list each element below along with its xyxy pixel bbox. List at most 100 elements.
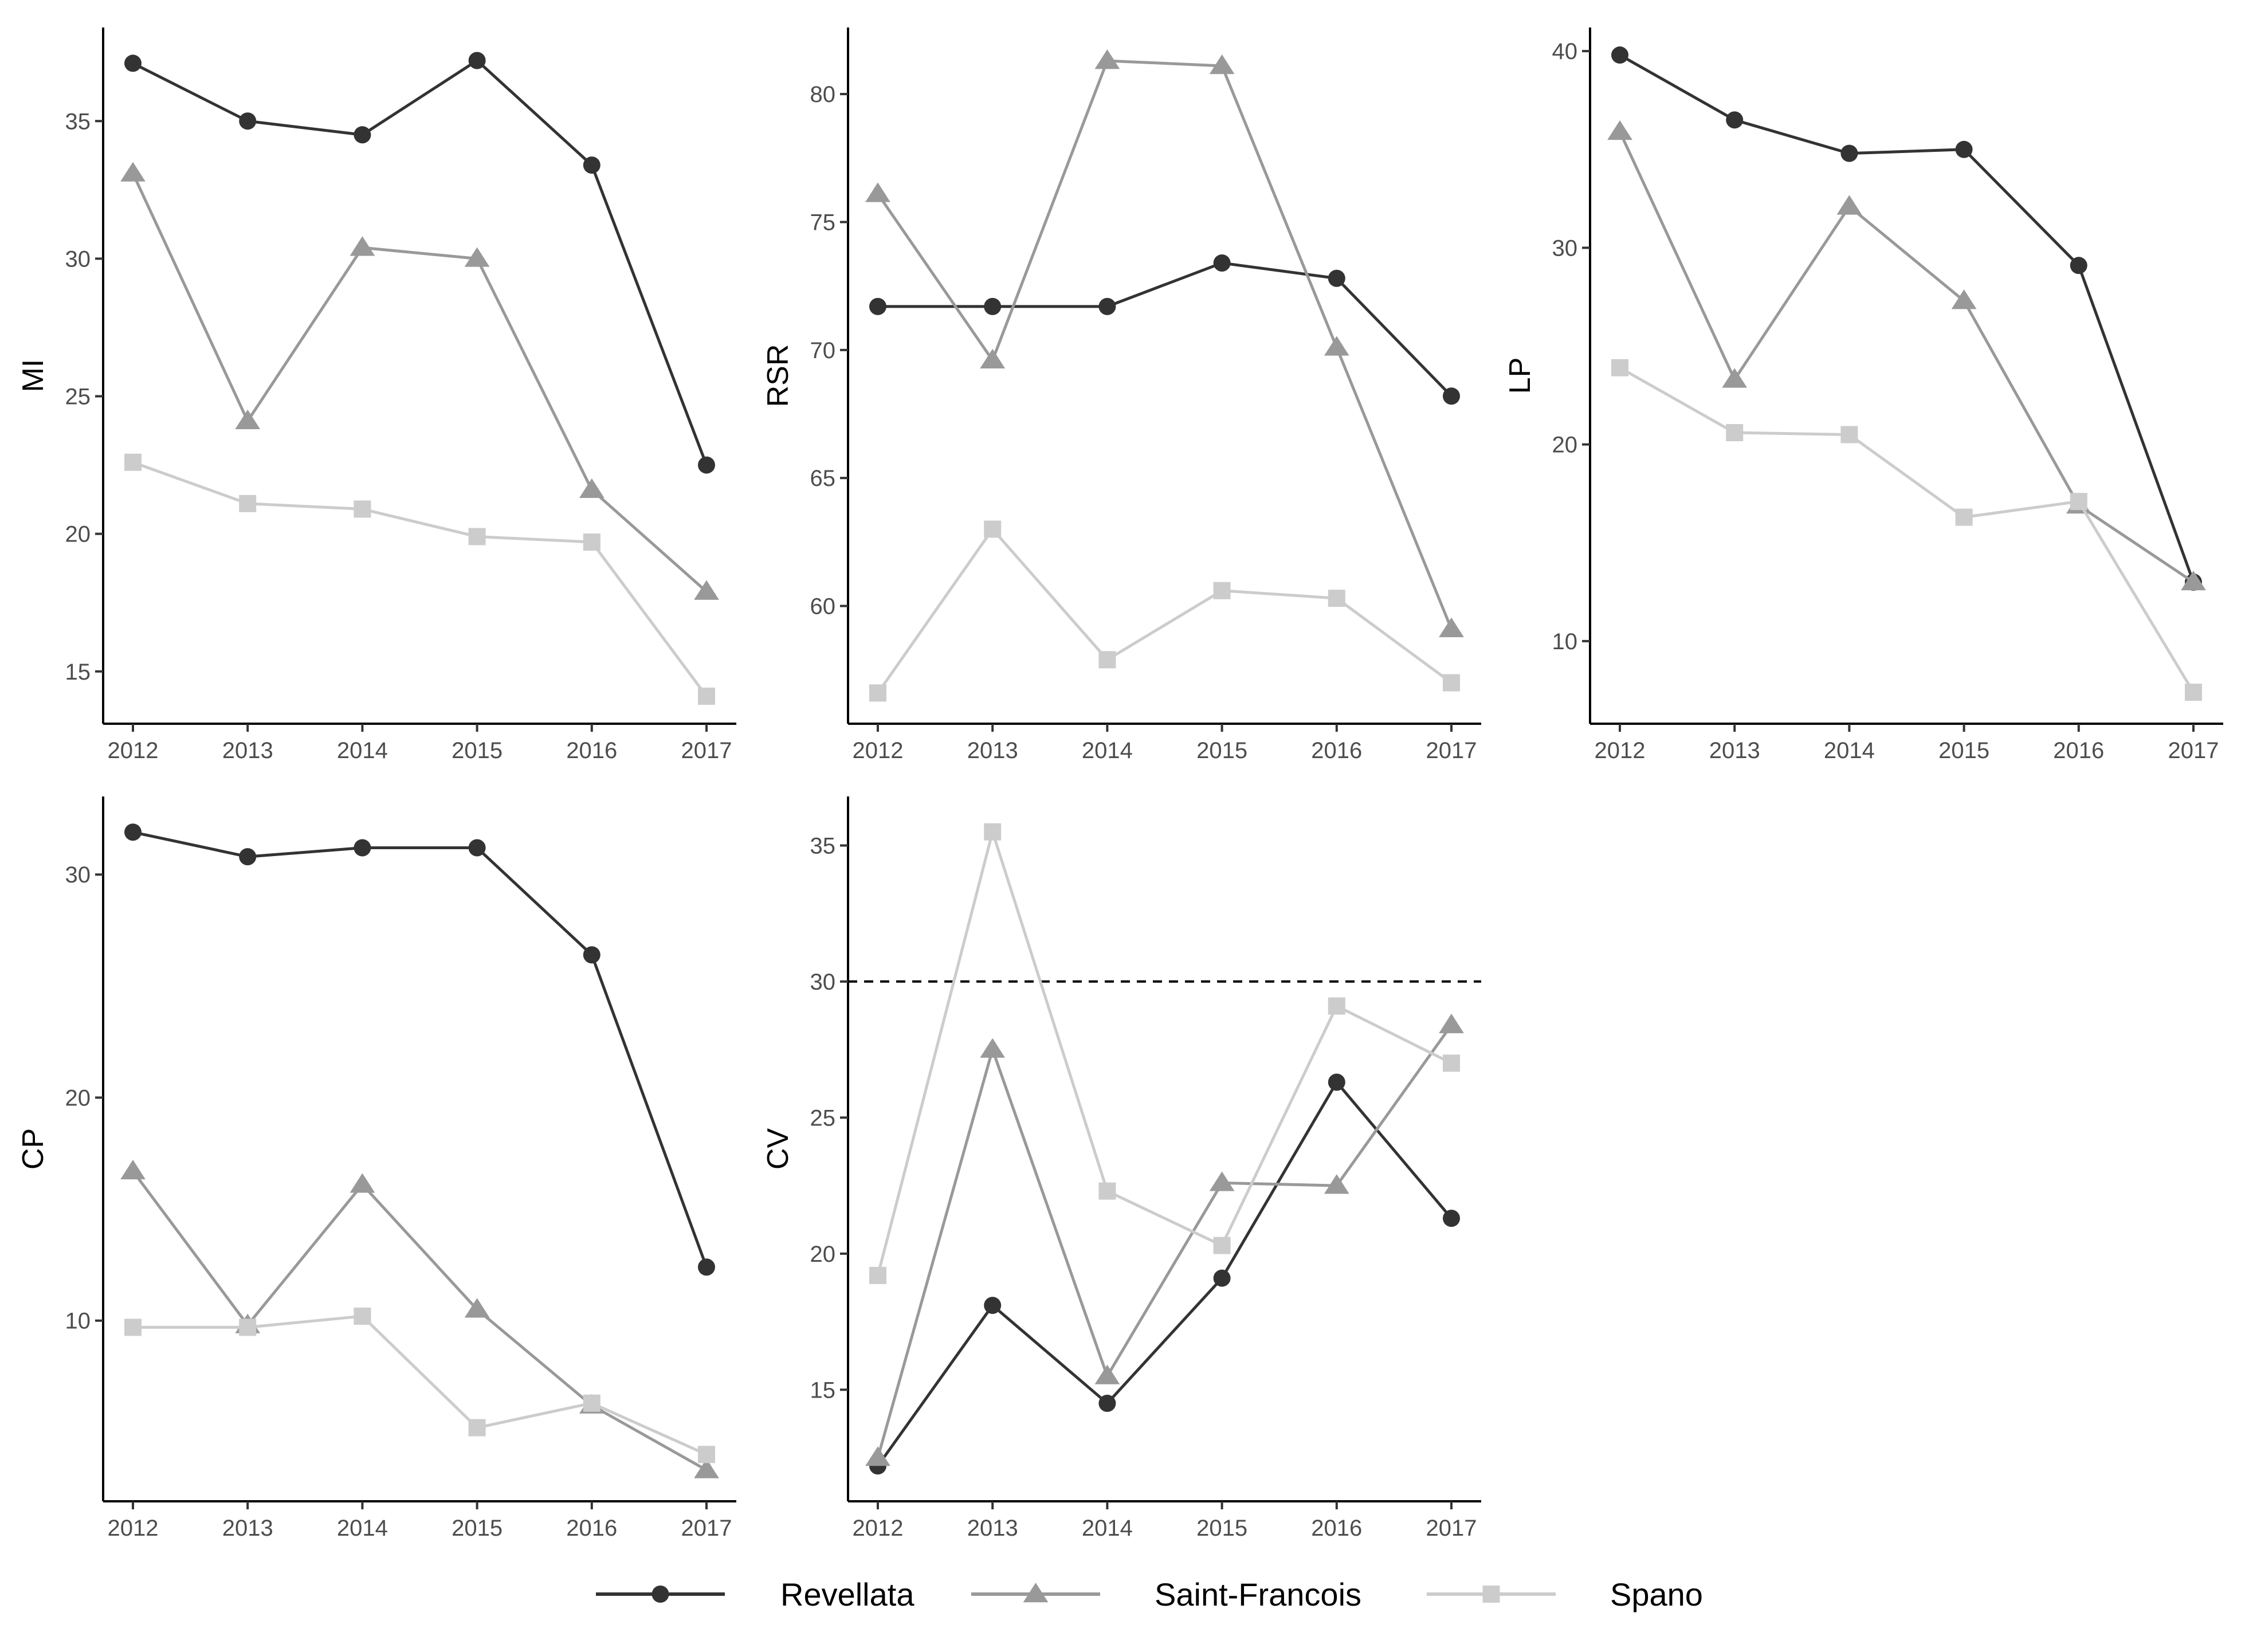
point-saint-francois-2014	[1094, 1364, 1120, 1384]
y-tick-label: 20	[1552, 433, 1578, 458]
point-saint-francois-2012	[1607, 120, 1632, 140]
point-revellata-2015	[1213, 254, 1231, 272]
x-tick-label: 2016	[2053, 738, 2104, 763]
x-tick-label: 2013	[222, 738, 273, 763]
point-saint-francois-2017	[694, 580, 719, 600]
point-revellata-2012	[124, 54, 142, 72]
y-tick-label: 40	[1552, 39, 1578, 64]
point-revellata-2016	[1328, 1073, 1345, 1091]
point-saint-francois-2012	[120, 162, 146, 182]
x-tick-label: 2012	[108, 1516, 159, 1541]
series-line-spano	[876, 528, 1453, 694]
series-line-spano	[1619, 366, 2195, 693]
point-spano-2017	[698, 1446, 715, 1463]
point-saint-francois-2015	[1209, 1171, 1235, 1191]
point-saint-francois-2014	[1094, 49, 1120, 69]
point-saint-francois-2013	[980, 1038, 1006, 1058]
point-revellata-2013	[239, 112, 257, 130]
point-revellata-2015	[1955, 140, 1973, 158]
x-tick-label: 2017	[1426, 1516, 1477, 1541]
point-revellata-2017	[698, 1258, 715, 1276]
point-saint-francois-2015	[1951, 289, 1977, 309]
point-revellata-2016	[1328, 269, 1345, 287]
y-tick-label: 20	[65, 1085, 91, 1111]
series-line-spano	[132, 461, 708, 697]
point-spano-2012	[869, 684, 886, 702]
point-spano-2016	[1328, 997, 1345, 1015]
x-tick-label: 2012	[853, 1516, 904, 1541]
point-saint-francois-2014	[1836, 195, 1862, 215]
point-revellata-2015	[1213, 1269, 1231, 1287]
legend-marker-spano	[1482, 1586, 1500, 1603]
x-tick-label: 2015	[452, 1516, 503, 1541]
point-revellata-2017	[1443, 1210, 1460, 1227]
point-revellata-2013	[984, 297, 1002, 315]
legend-label-saint-francois: Saint-Francois	[1155, 1576, 1361, 1612]
y-tick-label: 60	[810, 594, 836, 619]
series-line-revellata	[132, 830, 708, 1268]
point-revellata-2013	[1726, 111, 1744, 129]
x-tick-label: 2013	[1709, 738, 1760, 763]
y-tick-label: 30	[65, 862, 91, 888]
point-saint-francois-2015	[464, 247, 490, 267]
x-tick-label: 2014	[1082, 738, 1133, 763]
y-tick-label: 30	[810, 970, 836, 995]
point-saint-francois-2016	[1324, 336, 1349, 356]
point-spano-2015	[1213, 582, 1231, 599]
legend-marker-saint-francois	[1023, 1583, 1049, 1603]
x-tick-label: 2017	[681, 738, 732, 763]
series-line-spano	[876, 830, 1453, 1276]
point-spano-2013	[239, 1319, 257, 1336]
series-line-revellata	[878, 261, 1453, 397]
y-tick-label: 10	[65, 1309, 91, 1334]
y-tick-label: 15	[810, 1378, 836, 1403]
y-tick-label: 10	[1552, 629, 1578, 654]
point-revellata-2016	[583, 156, 600, 174]
legend: Revellata Saint-Francois Spano	[596, 1576, 1703, 1612]
point-spano-2012	[869, 1266, 886, 1284]
point-revellata-2014	[1840, 144, 1858, 162]
x-tick-label: 2012	[108, 738, 159, 763]
legend-marker-revellata	[651, 1586, 669, 1603]
x-tick-label: 2012	[853, 738, 904, 763]
point-spano-2016	[583, 1394, 600, 1412]
x-tick-label: 2013	[222, 1516, 273, 1541]
point-revellata-2013	[239, 848, 257, 866]
x-tick-label: 2013	[967, 1516, 1018, 1541]
point-spano-2012	[1611, 359, 1628, 376]
point-spano-2016	[1328, 590, 1345, 607]
point-revellata-2017	[1443, 387, 1460, 405]
point-revellata-2014	[1098, 1395, 1116, 1412]
y-axis-title: LP	[1504, 358, 1537, 394]
point-revellata-2012	[124, 823, 142, 841]
x-tick-label: 2014	[337, 738, 388, 763]
x-tick-label: 2016	[566, 738, 617, 763]
point-spano-2016	[2070, 493, 2087, 511]
point-spano-2014	[1098, 651, 1116, 669]
y-tick-label: 20	[810, 1242, 836, 1267]
series-line-revellata	[1619, 53, 2195, 583]
y-tick-label: 65	[810, 466, 836, 491]
point-spano-2014	[1098, 1182, 1116, 1200]
panel-mi: 15 20 25 30 35 2012 2013 2014 2015 2016 2017 MI	[17, 28, 736, 763]
point-saint-francois-2017	[1439, 617, 1464, 637]
point-spano-2017	[1443, 1054, 1460, 1072]
point-saint-francois-2015	[1209, 54, 1235, 74]
point-spano-2013	[239, 495, 257, 512]
panel-lp: 10 20 30 40 2012 2013 2014 2015 2016 2017 LP	[1504, 28, 2223, 763]
point-saint-francois-2013	[980, 348, 1006, 368]
point-saint-francois-2016	[579, 478, 605, 499]
point-spano-2017	[1443, 674, 1460, 692]
series-line-revellata	[876, 1081, 1453, 1467]
legend-label-spano: Spano	[1610, 1576, 1703, 1612]
x-tick-label: 2016	[1311, 738, 1362, 763]
y-tick-label: 30	[1552, 236, 1578, 261]
x-tick-label: 2013	[967, 738, 1018, 763]
panel-rsr: 60 65 70 75 80 2012 2013 2014 2015 2016 2017 RSR	[762, 28, 1481, 763]
point-saint-francois-2013	[235, 409, 261, 429]
point-spano-2014	[1840, 426, 1858, 444]
point-spano-2017	[2185, 684, 2202, 701]
point-spano-2013	[984, 520, 1002, 538]
point-spano-2015	[1955, 508, 1973, 526]
